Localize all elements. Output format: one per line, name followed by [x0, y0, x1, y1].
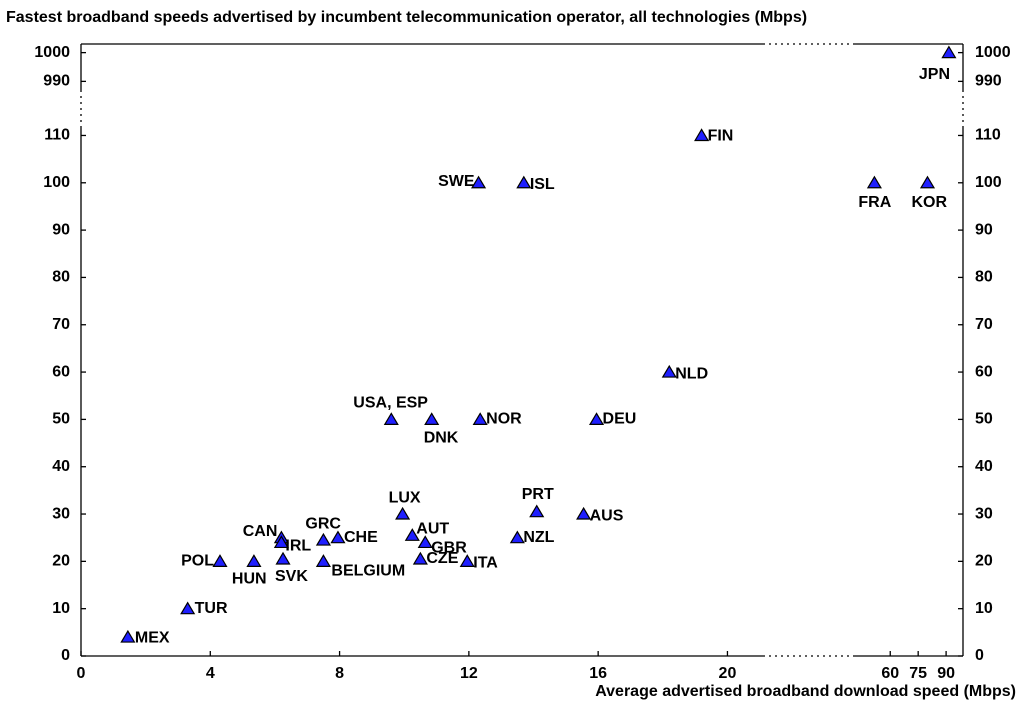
- y-tick-label-right: 60: [975, 363, 993, 380]
- data-point: [417, 535, 433, 549]
- data-point: [404, 528, 420, 541]
- y-tick-label-right: 30: [975, 505, 993, 522]
- point-label: SWE: [438, 173, 475, 190]
- point-label: AUT: [416, 521, 449, 538]
- frame: [80, 43, 964, 657]
- point-label: NOR: [486, 411, 522, 428]
- x-tick-label: 75: [909, 665, 927, 682]
- data-point: [315, 554, 331, 567]
- point-label: SVK: [275, 568, 308, 585]
- y-tick-label-right: 90: [975, 221, 993, 238]
- point-label: LUX: [389, 489, 421, 506]
- data-point: [661, 364, 677, 378]
- y-tick-label-right: 70: [975, 316, 993, 333]
- data-point: [509, 530, 525, 544]
- data-point: [941, 45, 957, 59]
- y-tick-label: 1000: [34, 44, 70, 61]
- point-label: DNK: [424, 430, 459, 447]
- data-point: [212, 554, 228, 567]
- data-point: [472, 412, 488, 425]
- data-point: [383, 412, 399, 425]
- data-point: [412, 551, 428, 565]
- y-tick-label-right: 0: [975, 647, 984, 664]
- point-label: KOR: [911, 194, 947, 211]
- y-tick-label: 90: [52, 221, 70, 238]
- y-tick-label: 990: [43, 73, 70, 90]
- data-point: [471, 175, 487, 189]
- y-tick-label: 50: [52, 411, 70, 428]
- y-tick-label: 60: [52, 363, 70, 380]
- data-point: [516, 175, 532, 189]
- point-label: ISL: [530, 176, 555, 193]
- y-tick-label-right: 110: [975, 127, 1001, 144]
- y-tick-label: 20: [52, 553, 70, 570]
- data-point: [273, 535, 289, 549]
- data-point: [246, 554, 262, 567]
- point-label: CZE: [426, 550, 458, 567]
- data-point: [576, 506, 592, 520]
- data-point: [919, 175, 936, 189]
- y-tick-label: 40: [52, 458, 70, 475]
- y-tick-label: 0: [61, 647, 70, 664]
- point-label: NZL: [523, 529, 554, 546]
- y-tick-label: 30: [52, 505, 70, 522]
- data-point: [180, 601, 196, 615]
- point-label: POL: [181, 553, 214, 570]
- data-point: [424, 412, 440, 425]
- point-label: NLD: [675, 365, 708, 382]
- data-point: [866, 175, 882, 189]
- y-tick-label-right: 20: [975, 553, 993, 570]
- point-label: HUN: [232, 571, 267, 588]
- x-tick-label: 8: [335, 665, 344, 682]
- point-label: ITA: [473, 555, 498, 572]
- point-label: MEX: [135, 629, 170, 646]
- point-label: DEU: [603, 411, 637, 428]
- data-point: [315, 532, 331, 546]
- y-tick-label: 10: [52, 600, 70, 617]
- point-label: BELGIUM: [331, 563, 405, 580]
- point-label: GBR: [431, 540, 467, 557]
- x-tick-label: 4: [206, 665, 215, 682]
- y-tick-label-right: 80: [975, 269, 993, 286]
- point-label: FRA: [858, 194, 891, 211]
- point-label: CAN: [243, 523, 278, 540]
- point-label: IRL: [285, 538, 311, 555]
- point-label: FIN: [708, 128, 734, 145]
- point-label: TUR: [195, 600, 228, 617]
- y-tick-label-right: 40: [975, 458, 993, 475]
- y-tick-label-right: 1000: [975, 44, 1011, 61]
- point-label: USA, ESP: [353, 395, 428, 412]
- point-label: PRT: [522, 486, 554, 503]
- point-label: CHE: [344, 529, 378, 546]
- data-point: [459, 554, 475, 567]
- x-tick-label: 0: [77, 665, 86, 682]
- chart-title: Fastest broadband speeds advertised by i…: [6, 9, 807, 26]
- data-point: [529, 504, 545, 518]
- point-label: AUS: [590, 507, 624, 524]
- y-tick-label: 100: [43, 174, 70, 191]
- x-tick-label: 60: [881, 665, 899, 682]
- y-tick-label-right: 100: [975, 174, 1002, 191]
- point-label: GRC: [305, 515, 341, 532]
- y-tick-label-right: 10: [975, 600, 993, 617]
- data-point: [330, 530, 346, 544]
- data-point: [395, 506, 411, 520]
- y-tick-label: 70: [52, 316, 70, 333]
- point-label: JPN: [919, 66, 950, 83]
- x-tick-label: 12: [460, 665, 478, 682]
- y-tick-label-right: 50: [975, 411, 993, 428]
- data-point: [588, 412, 605, 425]
- y-tick-label: 80: [52, 269, 70, 286]
- data-point: [120, 629, 136, 643]
- x-tick-label: 90: [937, 665, 955, 682]
- data-point: [694, 128, 710, 142]
- y-tick-label-right: 990: [975, 73, 1002, 90]
- x-axis-label: Average advertised broadband download sp…: [595, 683, 1016, 700]
- data-point: [275, 551, 291, 565]
- y-tick-label: 110: [44, 127, 70, 144]
- x-tick-label: 16: [589, 665, 607, 682]
- x-tick-label: 20: [719, 665, 737, 682]
